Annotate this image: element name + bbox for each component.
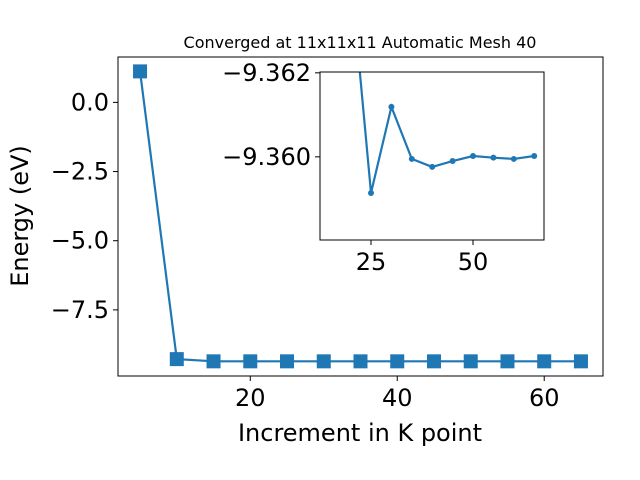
plot-layer [358,72,538,196]
y-tick-label: −7.5 [51,296,109,324]
x-tick-label: 25 [356,248,387,276]
marker [316,354,331,369]
chart-title: Converged at 11x11x11 Automatic Mesh 40 [184,33,537,52]
marker [449,158,456,165]
x-tick-label: 20 [235,384,266,412]
marker [537,354,552,369]
marker [490,154,497,161]
marker [573,354,588,369]
marker [390,354,405,369]
marker [510,155,517,162]
marker [500,354,515,369]
series-line [358,72,535,194]
marker [133,64,148,79]
marker [429,163,436,170]
x-tick-label: 50 [458,248,489,276]
x-tick-label: 40 [382,384,413,412]
marker [368,189,375,196]
y-tick-label: −2.5 [51,158,109,186]
marker [169,352,184,367]
marker [206,354,221,369]
x-axis-label: Increment in K point [238,419,482,447]
plot-layer [133,64,588,369]
y-tick-label: −9.360 [222,143,311,171]
marker [426,354,441,369]
marker [388,103,395,110]
plot-area [320,72,544,240]
marker [531,153,538,159]
marker [353,354,368,369]
axes-frame [319,71,545,241]
marker [280,354,295,369]
y-axis-label: Energy (eV) [6,145,34,287]
y-tick-label: −9.362 [222,59,311,87]
y-tick-label: −5.0 [51,227,109,255]
marker [463,354,478,369]
marker [243,354,258,369]
marker [408,155,415,162]
x-tick-label: 60 [529,384,560,412]
axes-frame [117,56,604,377]
marker [470,153,477,159]
y-tick-label: 0.0 [71,88,109,116]
